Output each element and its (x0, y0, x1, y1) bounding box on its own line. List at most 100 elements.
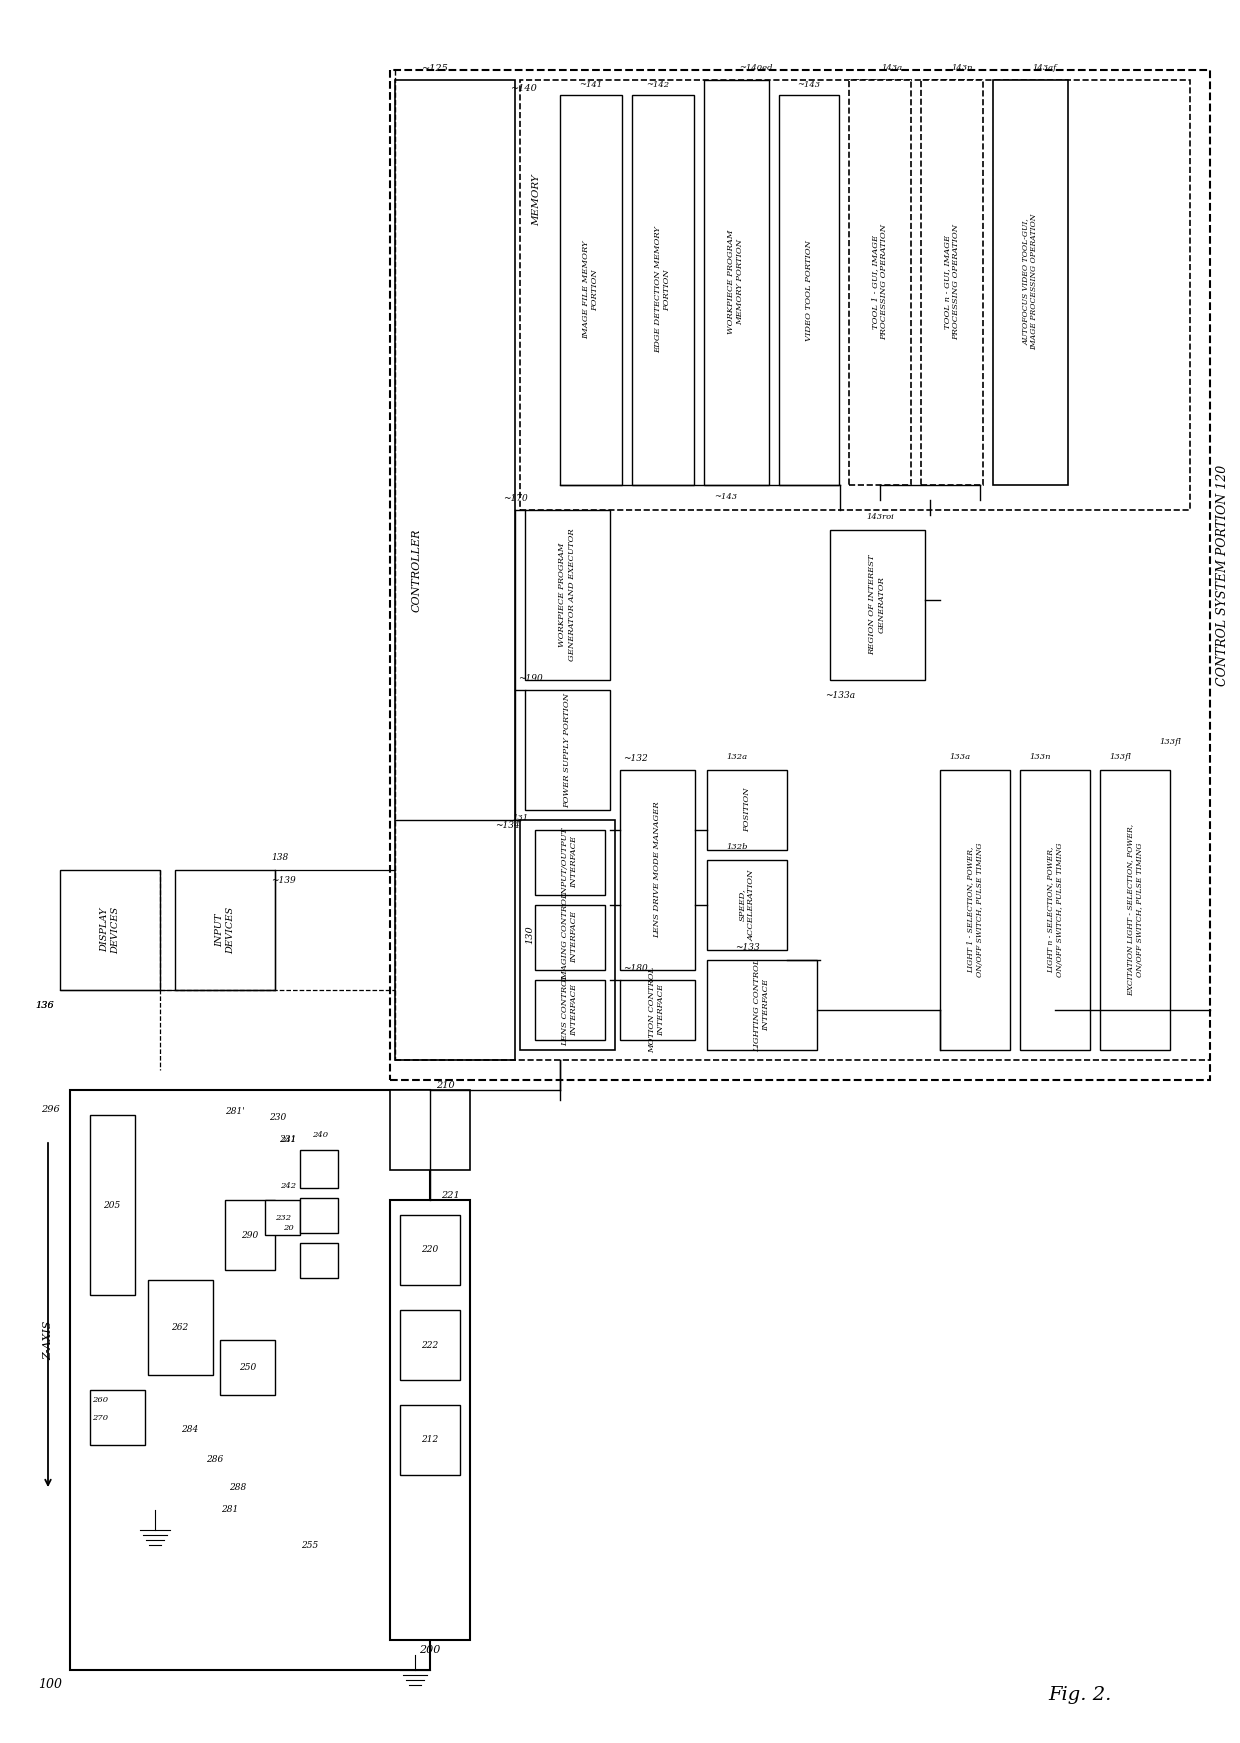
Bar (704, 80, 769, 485)
Text: 260: 260 (92, 1396, 108, 1405)
Text: MOTION CONTROL
INTERFACE: MOTION CONTROL INTERFACE (649, 967, 666, 1053)
Text: ~134: ~134 (495, 821, 520, 830)
Text: ~140ed: ~140ed (739, 64, 773, 71)
Text: 136: 136 (36, 1000, 55, 1009)
Text: 132a: 132a (727, 753, 748, 762)
Text: 232: 232 (275, 1215, 291, 1222)
Bar (300, 1197, 339, 1232)
Text: ~132: ~132 (622, 753, 647, 762)
Text: IMAGING CONTROL
INTERFACE: IMAGING CONTROL INTERFACE (562, 892, 579, 981)
Text: 231: 231 (279, 1135, 296, 1145)
Text: 143n: 143n (951, 64, 972, 71)
Text: 205: 205 (103, 1201, 120, 1210)
Text: 143roi: 143roi (866, 512, 894, 521)
Text: 20: 20 (283, 1224, 294, 1232)
Bar (940, 770, 1011, 1049)
Text: 132b: 132b (727, 844, 748, 851)
Text: 100: 100 (38, 1679, 62, 1691)
Bar (520, 80, 1190, 511)
Text: 131: 131 (512, 814, 528, 823)
Text: CONTROL SYSTEM PORTION 120: CONTROL SYSTEM PORTION 120 (1215, 464, 1229, 685)
Text: LIGHT n - SELECTION, POWER,
ON/OFF SWITCH, PULSE TIMING: LIGHT n - SELECTION, POWER, ON/OFF SWITC… (1047, 844, 1064, 978)
Text: 284: 284 (181, 1426, 198, 1434)
Text: 138: 138 (272, 852, 289, 861)
Text: EDGE DETECTION MEMORY
PORTION: EDGE DETECTION MEMORY PORTION (655, 227, 672, 354)
Text: WORKPIECE PROGRAM
MEMORY PORTION: WORKPIECE PROGRAM MEMORY PORTION (728, 230, 744, 335)
Text: ~139: ~139 (270, 875, 295, 884)
Bar (265, 1199, 300, 1236)
Text: 133a: 133a (950, 753, 971, 762)
Text: 281: 281 (222, 1506, 238, 1515)
Bar (224, 1199, 275, 1271)
Text: 255: 255 (301, 1541, 319, 1550)
Text: INPUT
DEVICES: INPUT DEVICES (216, 906, 234, 953)
Bar (830, 530, 925, 680)
Bar (1100, 770, 1171, 1049)
Text: WORKPIECE PROGRAM
GENERATOR AND EXECUTOR: WORKPIECE PROGRAM GENERATOR AND EXECUTOR (558, 528, 575, 661)
Text: CONTROLLER: CONTROLLER (412, 528, 422, 612)
Bar (401, 1405, 460, 1475)
Text: ~180: ~180 (622, 964, 647, 973)
Text: 242: 242 (280, 1182, 296, 1190)
Text: 200: 200 (419, 1645, 440, 1656)
Text: LENS CONTROL
INTERFACE: LENS CONTROL INTERFACE (562, 974, 579, 1046)
Text: EXCITATION LIGHT - SELECTION, POWER,
ON/OFF SWITCH, PULSE TIMING: EXCITATION LIGHT - SELECTION, POWER, ON/… (1126, 824, 1143, 995)
Text: ~142: ~142 (646, 80, 670, 89)
Text: 290: 290 (242, 1231, 259, 1239)
Text: 250: 250 (239, 1363, 257, 1372)
Text: DISPLAY
DEVICES: DISPLAY DEVICES (100, 906, 120, 953)
Text: 136: 136 (36, 1000, 55, 1009)
Text: 281': 281' (226, 1107, 244, 1117)
Bar (921, 80, 983, 485)
Bar (560, 96, 622, 485)
Text: AUTOFOCUS VIDEO TOOL-GUI,
IMAGE PROCESSING OPERATION: AUTOFOCUS VIDEO TOOL-GUI, IMAGE PROCESSI… (1022, 214, 1039, 350)
Text: ~125: ~125 (422, 63, 449, 73)
Text: INPUT/OUTPUT
INTERFACE: INPUT/OUTPUT INTERFACE (562, 828, 579, 896)
Text: 133n: 133n (1029, 753, 1050, 762)
Text: LIGHTING CONTROL
INTERFACE: LIGHTING CONTROL INTERFACE (754, 959, 770, 1051)
Bar (91, 1389, 145, 1445)
Text: Fig. 2.: Fig. 2. (1048, 1685, 1112, 1705)
Bar (60, 870, 160, 990)
Bar (620, 980, 694, 1041)
Bar (1021, 770, 1090, 1049)
Text: 262: 262 (171, 1323, 188, 1332)
Text: ~140: ~140 (511, 84, 537, 92)
Text: 270: 270 (92, 1414, 108, 1422)
Text: 210: 210 (435, 1081, 454, 1089)
Bar (391, 1089, 470, 1170)
Text: ~133: ~133 (734, 943, 759, 952)
Text: 143a: 143a (882, 64, 903, 71)
Bar (148, 1279, 213, 1375)
Text: ~143: ~143 (714, 493, 738, 500)
Bar (91, 1116, 135, 1295)
Text: 220: 220 (422, 1246, 439, 1255)
Bar (520, 819, 615, 1049)
Bar (707, 859, 787, 950)
Text: VIDEO TOOL PORTION: VIDEO TOOL PORTION (805, 239, 813, 340)
Bar (632, 96, 694, 485)
Text: 143af: 143af (1033, 64, 1058, 71)
Text: ~190: ~190 (517, 673, 542, 683)
Bar (849, 80, 911, 485)
Bar (396, 80, 515, 1060)
Text: 288: 288 (229, 1483, 247, 1492)
Text: POSITION: POSITION (743, 788, 751, 833)
Bar (534, 980, 605, 1041)
Text: LENS DRIVE MODE MANAGER: LENS DRIVE MODE MANAGER (653, 802, 661, 938)
Bar (707, 960, 817, 1049)
Text: POWER SUPPLY PORTION: POWER SUPPLY PORTION (563, 692, 570, 807)
Text: 241: 241 (280, 1136, 296, 1143)
Text: ~133a: ~133a (825, 690, 856, 699)
Text: ~170: ~170 (502, 493, 527, 502)
Text: TOOL 1 - GUI, IMAGE
PROCESSING OPERATION: TOOL 1 - GUI, IMAGE PROCESSING OPERATION (872, 223, 889, 340)
Bar (525, 511, 610, 680)
Text: 221: 221 (440, 1190, 459, 1199)
Bar (219, 1340, 275, 1394)
Bar (993, 80, 1068, 485)
Text: TOOL n - GUI, IMAGE
PROCESSING OPERATION: TOOL n - GUI, IMAGE PROCESSING OPERATION (944, 223, 961, 340)
Bar (707, 770, 787, 851)
Text: 286: 286 (206, 1455, 223, 1464)
Text: 230: 230 (269, 1114, 286, 1122)
Bar (525, 690, 610, 810)
